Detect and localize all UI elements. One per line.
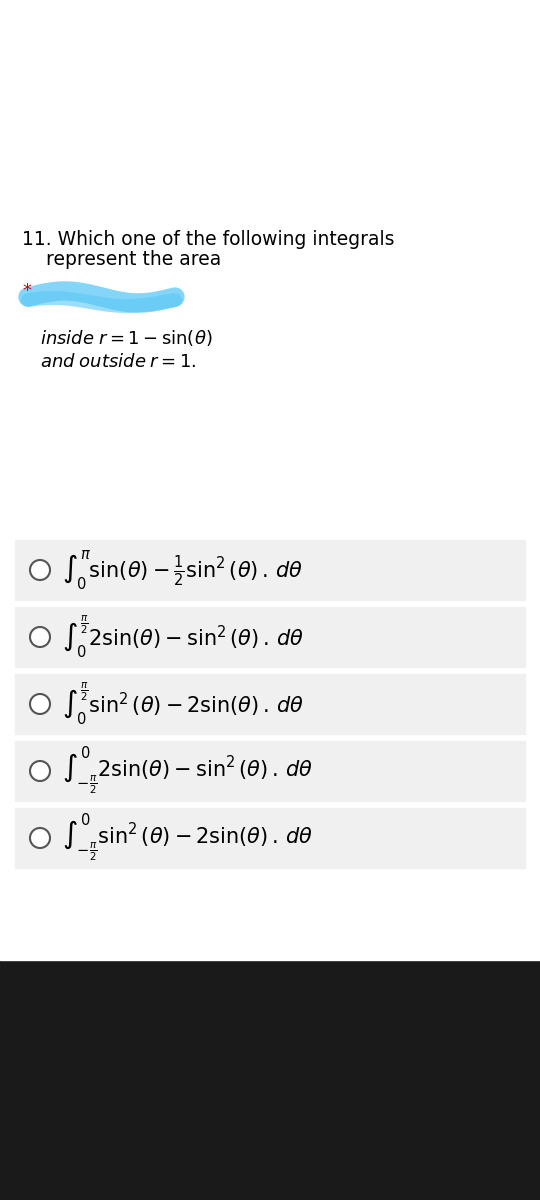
Text: *: * xyxy=(22,282,31,300)
Text: $\int_{0}^{\pi} \sin(\theta) - \frac{1}{2}\sin^2(\theta)\, .\, d\theta$: $\int_{0}^{\pi} \sin(\theta) - \frac{1}{… xyxy=(62,548,303,592)
Circle shape xyxy=(30,761,50,781)
Bar xyxy=(0,260,540,1200)
Circle shape xyxy=(30,560,50,580)
Circle shape xyxy=(30,828,50,848)
Bar xyxy=(0,0,540,960)
Bar xyxy=(15,740,525,802)
Bar xyxy=(0,0,540,260)
Text: $\int_{-\frac{\pi}{2}}^{0} 2\sin(\theta) - \sin^2(\theta)\, .\, d\theta$: $\int_{-\frac{\pi}{2}}^{0} 2\sin(\theta)… xyxy=(62,745,313,797)
Text: $and \; outside \; r = 1.$: $and \; outside \; r = 1.$ xyxy=(40,353,197,371)
Bar xyxy=(15,607,525,667)
Text: $inside \; r = 1 - \sin(\theta)$: $inside \; r = 1 - \sin(\theta)$ xyxy=(40,328,212,348)
Bar xyxy=(15,540,525,600)
Text: $\int_{0}^{\frac{\pi}{2}} 2\sin(\theta) - \sin^2(\theta)\, .\, d\theta$: $\int_{0}^{\frac{\pi}{2}} 2\sin(\theta) … xyxy=(62,613,304,660)
Circle shape xyxy=(30,694,50,714)
Bar xyxy=(15,808,525,868)
Bar xyxy=(0,200,540,955)
Bar xyxy=(15,674,525,734)
Text: represent the area: represent the area xyxy=(22,250,221,269)
Text: 11. Which one of the following integrals: 11. Which one of the following integrals xyxy=(22,230,395,248)
Text: $\int_{0}^{\frac{\pi}{2}} \sin^2(\theta) - 2\sin(\theta)\, .\, d\theta$: $\int_{0}^{\frac{\pi}{2}} \sin^2(\theta)… xyxy=(62,680,304,727)
Text: $\int_{-\frac{\pi}{2}}^{0} \sin^2(\theta) - 2\sin(\theta)\, .\, d\theta$: $\int_{-\frac{\pi}{2}}^{0} \sin^2(\theta… xyxy=(62,811,313,864)
Circle shape xyxy=(30,626,50,647)
